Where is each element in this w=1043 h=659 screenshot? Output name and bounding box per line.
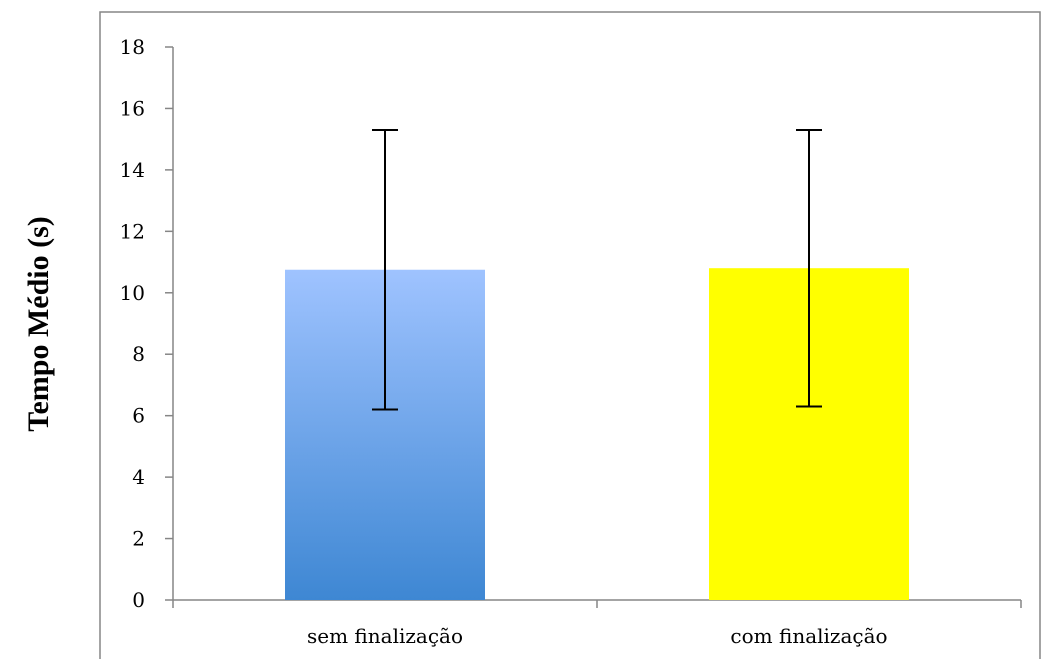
y-tick-label: 4 (132, 465, 145, 489)
y-axis-label: Tempo Médio (s) (22, 216, 55, 432)
y-tick-label: 12 (120, 219, 145, 243)
plot-frame (99, 11, 1041, 659)
y-tick-label: 8 (132, 342, 145, 366)
x-category-label: sem finalização (307, 624, 463, 648)
y-tick-label: 18 (120, 35, 145, 59)
y-tick-label: 6 (132, 404, 145, 428)
y-tick-label: 16 (120, 96, 145, 120)
y-tick-label: 0 (132, 588, 145, 612)
x-category-labels: sem finalização com finalização (307, 624, 888, 648)
x-category-label: com finalização (730, 624, 887, 648)
error-bars (372, 128, 822, 411)
bars (285, 268, 909, 600)
y-tick-label: 10 (120, 281, 145, 305)
y-tick-labels: 0 2 4 6 8 10 12 14 16 18 (120, 35, 145, 612)
y-tick-label: 2 (132, 527, 145, 551)
y-tick-label: 14 (120, 158, 145, 182)
